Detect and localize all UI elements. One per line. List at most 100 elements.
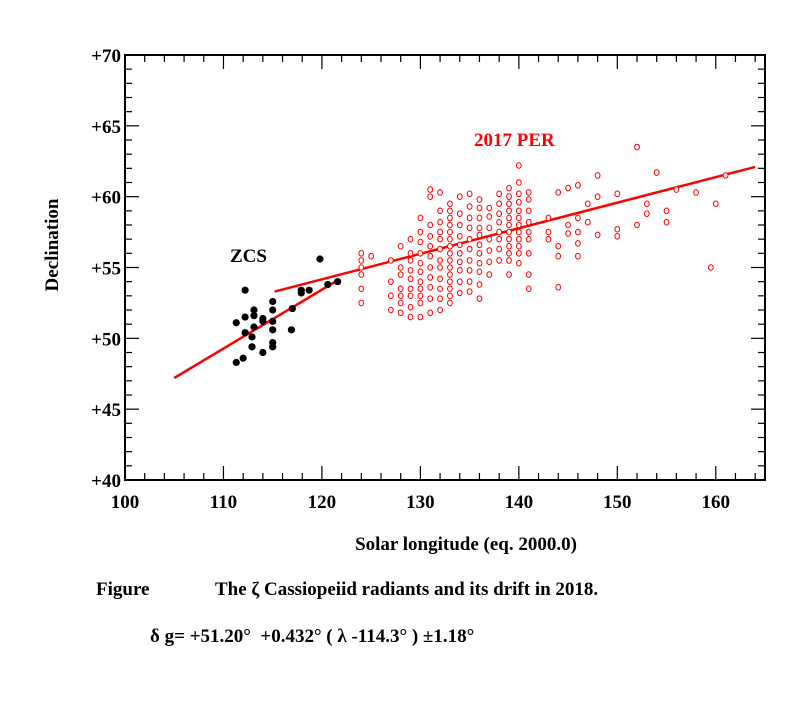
per-point xyxy=(506,184,512,192)
per-point xyxy=(407,285,414,293)
per-point xyxy=(387,278,394,285)
per-point xyxy=(437,306,443,314)
per-point xyxy=(476,268,483,276)
x-tick-labels: 100 110 120 130 140 150 160 xyxy=(111,492,730,513)
per-point xyxy=(594,231,601,239)
per-point xyxy=(515,242,522,250)
x-tick-label: 150 xyxy=(603,492,632,513)
per-point xyxy=(515,162,522,169)
per-point xyxy=(447,264,453,271)
per-point xyxy=(476,231,483,239)
per-point xyxy=(515,214,522,222)
per-point xyxy=(555,284,562,291)
per-point xyxy=(496,210,503,217)
per-point xyxy=(486,258,493,266)
per-point xyxy=(515,207,522,215)
per-point xyxy=(447,235,453,243)
zcs-point xyxy=(287,326,295,334)
per-point xyxy=(476,241,483,249)
per-point xyxy=(545,228,552,236)
per-point xyxy=(525,235,532,243)
per-point xyxy=(417,228,424,236)
per-point xyxy=(643,200,650,208)
per-point xyxy=(358,271,365,278)
per-point xyxy=(614,225,621,233)
per-point xyxy=(427,264,434,271)
per-point xyxy=(437,295,443,302)
per-point xyxy=(447,271,453,278)
per-point xyxy=(427,193,434,200)
per-point xyxy=(575,182,581,189)
zcs-point xyxy=(250,323,258,331)
per-point xyxy=(466,224,473,232)
zcs-point xyxy=(250,312,258,320)
per-point xyxy=(417,285,424,293)
per-point xyxy=(437,257,443,264)
per-point xyxy=(496,218,503,226)
per-point xyxy=(407,275,414,283)
per-point xyxy=(515,250,522,257)
per-point xyxy=(397,242,404,250)
per-point xyxy=(407,235,414,243)
per-point xyxy=(515,235,522,243)
per-point xyxy=(427,284,434,291)
y-tick-label: +65 xyxy=(91,117,121,138)
y-tick-label: +50 xyxy=(91,329,121,350)
per-point xyxy=(515,221,522,229)
per-point xyxy=(594,193,601,200)
per-point xyxy=(525,271,532,278)
per-point xyxy=(525,196,532,203)
zcs-point xyxy=(269,306,277,314)
per-point xyxy=(575,240,581,247)
per-point xyxy=(437,207,443,215)
per-point xyxy=(447,200,453,208)
per-point xyxy=(417,259,424,267)
per-point xyxy=(427,274,434,281)
per-point xyxy=(594,172,601,179)
caption-formula: δ g= +51.20° +0.432° ( λ -114.3° ) ±1.18… xyxy=(150,626,474,647)
per-point xyxy=(476,214,483,222)
per-point xyxy=(496,200,503,208)
per-point xyxy=(358,299,365,307)
fit-line xyxy=(274,165,756,293)
fit-lines xyxy=(173,165,756,380)
per-point xyxy=(496,235,503,243)
plot-frame xyxy=(124,54,766,481)
per-point xyxy=(506,200,512,208)
per-point xyxy=(456,233,463,240)
annotation-per: 2017 PER xyxy=(474,130,555,151)
per-point xyxy=(407,292,414,300)
per-point xyxy=(466,288,473,295)
x-tick-label: 130 xyxy=(406,492,435,513)
per-point xyxy=(466,257,473,264)
per-point xyxy=(496,190,503,198)
y-axis-label: Declination xyxy=(42,198,63,291)
per-point xyxy=(466,267,473,274)
per-point xyxy=(417,313,424,321)
per-point xyxy=(447,207,453,215)
per-point xyxy=(506,207,512,215)
zcs-point xyxy=(259,317,267,325)
per-point xyxy=(525,250,532,257)
per-point xyxy=(466,203,473,210)
per-point xyxy=(643,210,650,217)
per-point xyxy=(466,245,473,253)
zcs-point xyxy=(305,286,313,294)
zcs-point xyxy=(297,289,305,297)
per-points xyxy=(358,143,729,321)
per-point xyxy=(476,196,483,203)
per-point xyxy=(545,235,552,243)
per-point xyxy=(486,204,493,212)
per-point xyxy=(427,309,434,317)
per-point xyxy=(447,299,453,307)
per-point xyxy=(447,285,453,293)
per-point xyxy=(397,271,404,278)
per-point xyxy=(407,267,414,274)
per-point xyxy=(525,228,532,236)
per-point xyxy=(476,250,483,257)
per-point xyxy=(447,292,453,300)
per-point xyxy=(387,292,394,300)
per-point xyxy=(397,309,404,317)
per-point xyxy=(584,218,591,226)
zcs-point xyxy=(269,297,277,306)
